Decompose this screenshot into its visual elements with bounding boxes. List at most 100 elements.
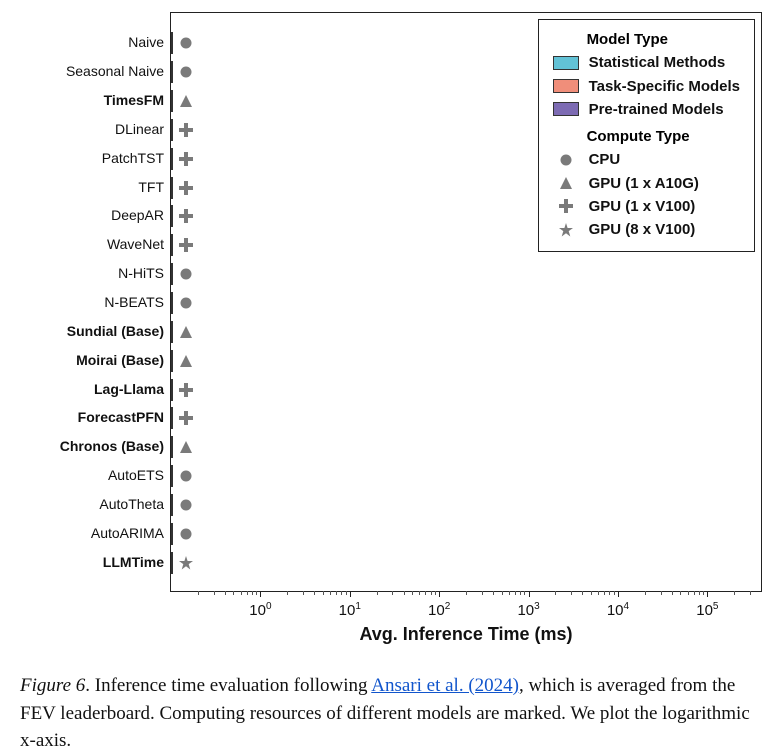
x-tick-minor <box>247 591 248 595</box>
bar <box>171 61 173 83</box>
chart-panel: Model Type Statistical Methods Task-Spec… <box>170 12 762 592</box>
legend-item-cpu: CPU <box>553 148 740 171</box>
x-tick-minor <box>466 591 467 595</box>
x-tick-minor <box>614 591 615 595</box>
x-tick-minor <box>591 591 592 595</box>
x-tick-minor <box>645 591 646 595</box>
x-tick-minor <box>330 591 331 595</box>
y-tick-label: Sundial (Base) <box>67 324 164 338</box>
legend-label: CPU <box>589 148 621 171</box>
bar <box>171 205 173 227</box>
x-tick-minor <box>699 591 700 595</box>
triangle-icon <box>179 354 193 368</box>
legend-item-task-specific: Task-Specific Models <box>553 75 740 98</box>
bar-row <box>171 205 193 227</box>
bar <box>171 523 173 545</box>
plus-icon <box>179 123 193 137</box>
x-tick-minor <box>225 591 226 595</box>
y-tick-label: N-HiTS <box>118 266 164 280</box>
x-tick-minor <box>509 591 510 595</box>
star-icon <box>179 556 193 570</box>
plus-icon <box>179 209 193 223</box>
bar-row <box>171 523 193 545</box>
y-tick-label: AutoARIMA <box>91 526 164 540</box>
x-tick-minor <box>233 591 234 595</box>
x-tick-minor <box>314 591 315 595</box>
x-tick-minor <box>482 591 483 595</box>
y-tick-label: Seasonal Naive <box>66 64 164 78</box>
x-tick-minor <box>198 591 199 595</box>
x-tick-minor <box>214 591 215 595</box>
bar-row <box>171 148 193 170</box>
bar <box>171 234 173 256</box>
bar-row <box>171 90 193 112</box>
bar <box>171 292 173 314</box>
bar <box>171 494 173 516</box>
x-tick-label: 100 <box>249 601 271 619</box>
legend-model-type-header: Model Type <box>553 28 740 51</box>
legend-item-8v100: GPU (8 x V100) <box>553 218 740 241</box>
plus-icon <box>179 181 193 195</box>
legend-swatch-task-specific <box>553 79 579 93</box>
circle-icon <box>179 65 193 79</box>
x-tick <box>260 591 261 597</box>
bar <box>171 379 173 401</box>
x-tick <box>439 591 440 597</box>
x-tick-minor <box>502 591 503 595</box>
x-tick-minor <box>336 591 337 595</box>
x-tick <box>707 591 708 597</box>
bar-row <box>171 436 193 458</box>
triangle-icon <box>179 440 193 454</box>
x-tick-minor <box>524 591 525 595</box>
x-tick-minor <box>688 591 689 595</box>
x-tick-minor <box>303 591 304 595</box>
bar-row <box>171 379 193 401</box>
bar <box>171 90 173 112</box>
x-tick <box>529 591 530 597</box>
triangle-icon <box>553 176 579 190</box>
x-tick-minor <box>694 591 695 595</box>
x-tick-minor <box>256 591 257 595</box>
x-tick-minor <box>341 591 342 595</box>
circle-icon <box>179 296 193 310</box>
x-tick-label: 104 <box>607 601 629 619</box>
y-tick-label: LLMTime <box>103 555 164 569</box>
x-tick <box>618 591 619 597</box>
plot-area: NaiveSeasonal NaiveTimesFMDLinearPatchTS… <box>20 12 762 592</box>
y-tick-label: PatchTST <box>102 151 164 165</box>
x-tick-minor <box>323 591 324 595</box>
legend-compute-type-header: Compute Type <box>553 125 740 148</box>
x-tick-minor <box>680 591 681 595</box>
x-tick-minor <box>241 591 242 595</box>
y-tick-label: ForecastPFN <box>78 410 164 424</box>
x-tick-minor <box>609 591 610 595</box>
y-tick-label: Lag-Llama <box>94 382 164 396</box>
bar <box>171 321 173 343</box>
triangle-icon <box>179 94 193 108</box>
star-icon <box>553 223 579 237</box>
legend-label: Pre-trained Models <box>589 98 724 121</box>
bar <box>171 350 173 372</box>
circle-icon <box>179 36 193 50</box>
bar-row <box>171 321 193 343</box>
citation-link[interactable]: Ansari et al. (2024) <box>371 675 519 696</box>
x-tick-minor <box>520 591 521 595</box>
legend-label: Task-Specific Models <box>589 75 740 98</box>
legend-swatch-pretrained <box>553 102 579 116</box>
legend-label: GPU (1 x A10G) <box>589 172 699 195</box>
bar <box>171 407 173 429</box>
legend-swatch-statistical <box>553 56 579 70</box>
x-tick-minor <box>287 591 288 595</box>
bar-row <box>171 465 193 487</box>
x-tick-minor <box>435 591 436 595</box>
x-tick-minor <box>493 591 494 595</box>
y-tick-label: N-BEATS <box>104 295 164 309</box>
x-tick-minor <box>750 591 751 595</box>
bar-row <box>171 119 193 141</box>
x-tick-minor <box>412 591 413 595</box>
x-tick-minor <box>346 591 347 595</box>
x-tick-minor <box>392 591 393 595</box>
y-tick-label: TFT <box>138 180 164 194</box>
bar <box>171 119 173 141</box>
y-axis: NaiveSeasonal NaiveTimesFMDLinearPatchTS… <box>20 12 170 592</box>
